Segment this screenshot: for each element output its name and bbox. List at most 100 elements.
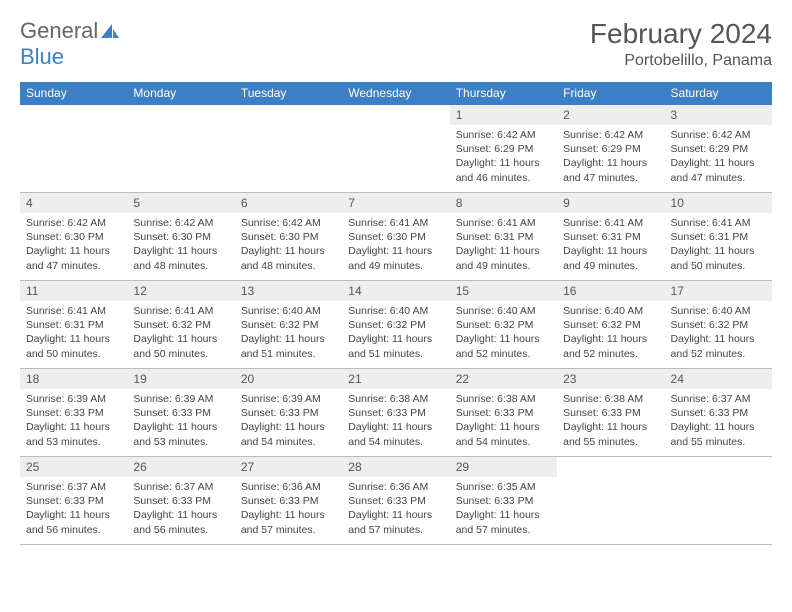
day-number: 5 [127, 193, 234, 213]
brand-logo: General [20, 18, 122, 44]
calendar-cell: 21Sunrise: 6:38 AMSunset: 6:33 PMDayligh… [342, 369, 449, 457]
daylight-text: Daylight: 11 hours and 48 minutes. [241, 244, 336, 272]
daylight-text: Daylight: 11 hours and 55 minutes. [563, 420, 658, 448]
day-details: Sunrise: 6:40 AMSunset: 6:32 PMDaylight:… [665, 301, 772, 365]
dayname: Wednesday [342, 82, 449, 105]
daylight-text: Daylight: 11 hours and 50 minutes. [133, 332, 228, 360]
calendar-cell: 22Sunrise: 6:38 AMSunset: 6:33 PMDayligh… [450, 369, 557, 457]
daylight-text: Daylight: 11 hours and 51 minutes. [241, 332, 336, 360]
day-details: Sunrise: 6:42 AMSunset: 6:30 PMDaylight:… [20, 213, 127, 277]
sunset-text: Sunset: 6:33 PM [563, 406, 658, 420]
day-details: Sunrise: 6:37 AMSunset: 6:33 PMDaylight:… [127, 477, 234, 541]
daylight-text: Daylight: 11 hours and 49 minutes. [563, 244, 658, 272]
daylight-text: Daylight: 11 hours and 52 minutes. [456, 332, 551, 360]
day-details: Sunrise: 6:39 AMSunset: 6:33 PMDaylight:… [20, 389, 127, 453]
calendar-cell: 16Sunrise: 6:40 AMSunset: 6:32 PMDayligh… [557, 281, 664, 369]
brand-part1: General [20, 18, 98, 44]
calendar-cell [20, 105, 127, 193]
day-details: Sunrise: 6:39 AMSunset: 6:33 PMDaylight:… [127, 389, 234, 453]
sunrise-text: Sunrise: 6:42 AM [133, 216, 228, 230]
day-details: Sunrise: 6:41 AMSunset: 6:31 PMDaylight:… [665, 213, 772, 277]
calendar-cell: 14Sunrise: 6:40 AMSunset: 6:32 PMDayligh… [342, 281, 449, 369]
calendar-cell: 20Sunrise: 6:39 AMSunset: 6:33 PMDayligh… [235, 369, 342, 457]
sunset-text: Sunset: 6:31 PM [456, 230, 551, 244]
sunrise-text: Sunrise: 6:40 AM [456, 304, 551, 318]
sunset-text: Sunset: 6:32 PM [563, 318, 658, 332]
daylight-text: Daylight: 11 hours and 47 minutes. [671, 156, 766, 184]
calendar-cell: 10Sunrise: 6:41 AMSunset: 6:31 PMDayligh… [665, 193, 772, 281]
day-number: 14 [342, 281, 449, 301]
sunset-text: Sunset: 6:32 PM [456, 318, 551, 332]
day-number: 2 [557, 105, 664, 125]
day-number: 28 [342, 457, 449, 477]
location: Portobelillo, Panama [590, 52, 772, 70]
sunrise-text: Sunrise: 6:37 AM [671, 392, 766, 406]
daylight-text: Daylight: 11 hours and 51 minutes. [348, 332, 443, 360]
sunset-text: Sunset: 6:33 PM [348, 494, 443, 508]
sunrise-text: Sunrise: 6:42 AM [456, 128, 551, 142]
sunrise-text: Sunrise: 6:35 AM [456, 480, 551, 494]
sunset-text: Sunset: 6:31 PM [671, 230, 766, 244]
day-details: Sunrise: 6:36 AMSunset: 6:33 PMDaylight:… [235, 477, 342, 541]
sunset-text: Sunset: 6:31 PM [26, 318, 121, 332]
daylight-text: Daylight: 11 hours and 47 minutes. [563, 156, 658, 184]
day-details: Sunrise: 6:35 AMSunset: 6:33 PMDaylight:… [450, 477, 557, 541]
calendar-cell: 12Sunrise: 6:41 AMSunset: 6:32 PMDayligh… [127, 281, 234, 369]
calendar-cell: 19Sunrise: 6:39 AMSunset: 6:33 PMDayligh… [127, 369, 234, 457]
sunset-text: Sunset: 6:32 PM [671, 318, 766, 332]
daylight-text: Daylight: 11 hours and 53 minutes. [26, 420, 121, 448]
daylight-text: Daylight: 11 hours and 52 minutes. [563, 332, 658, 360]
calendar-cell: 24Sunrise: 6:37 AMSunset: 6:33 PMDayligh… [665, 369, 772, 457]
daylight-text: Daylight: 11 hours and 46 minutes. [456, 156, 551, 184]
day-details: Sunrise: 6:42 AMSunset: 6:29 PMDaylight:… [665, 125, 772, 189]
daylight-text: Daylight: 11 hours and 52 minutes. [671, 332, 766, 360]
day-details: Sunrise: 6:40 AMSunset: 6:32 PMDaylight:… [235, 301, 342, 365]
daylight-text: Daylight: 11 hours and 47 minutes. [26, 244, 121, 272]
day-number: 8 [450, 193, 557, 213]
daylight-text: Daylight: 11 hours and 56 minutes. [133, 508, 228, 536]
day-details: Sunrise: 6:38 AMSunset: 6:33 PMDaylight:… [342, 389, 449, 453]
sunset-text: Sunset: 6:30 PM [26, 230, 121, 244]
calendar-table: Sunday Monday Tuesday Wednesday Thursday… [20, 82, 772, 545]
day-details: Sunrise: 6:40 AMSunset: 6:32 PMDaylight:… [342, 301, 449, 365]
sunrise-text: Sunrise: 6:41 AM [133, 304, 228, 318]
sunrise-text: Sunrise: 6:42 AM [563, 128, 658, 142]
sunrise-text: Sunrise: 6:41 AM [456, 216, 551, 230]
dayname: Friday [557, 82, 664, 105]
day-number: 25 [20, 457, 127, 477]
calendar-cell: 15Sunrise: 6:40 AMSunset: 6:32 PMDayligh… [450, 281, 557, 369]
day-number: 21 [342, 369, 449, 389]
day-details: Sunrise: 6:41 AMSunset: 6:32 PMDaylight:… [127, 301, 234, 365]
day-number: 23 [557, 369, 664, 389]
sunrise-text: Sunrise: 6:38 AM [563, 392, 658, 406]
day-details: Sunrise: 6:41 AMSunset: 6:31 PMDaylight:… [20, 301, 127, 365]
sunrise-text: Sunrise: 6:41 AM [26, 304, 121, 318]
sunset-text: Sunset: 6:29 PM [671, 142, 766, 156]
sunset-text: Sunset: 6:33 PM [133, 494, 228, 508]
sunset-text: Sunset: 6:33 PM [348, 406, 443, 420]
day-header-row: Sunday Monday Tuesday Wednesday Thursday… [20, 82, 772, 105]
calendar-cell: 6Sunrise: 6:42 AMSunset: 6:30 PMDaylight… [235, 193, 342, 281]
sunrise-text: Sunrise: 6:42 AM [241, 216, 336, 230]
sunset-text: Sunset: 6:33 PM [456, 406, 551, 420]
sunset-text: Sunset: 6:32 PM [348, 318, 443, 332]
day-number: 4 [20, 193, 127, 213]
day-details: Sunrise: 6:36 AMSunset: 6:33 PMDaylight:… [342, 477, 449, 541]
calendar-cell: 3Sunrise: 6:42 AMSunset: 6:29 PMDaylight… [665, 105, 772, 193]
daylight-text: Daylight: 11 hours and 50 minutes. [26, 332, 121, 360]
day-details: Sunrise: 6:41 AMSunset: 6:31 PMDaylight:… [557, 213, 664, 277]
sunrise-text: Sunrise: 6:42 AM [671, 128, 766, 142]
daylight-text: Daylight: 11 hours and 54 minutes. [241, 420, 336, 448]
daylight-text: Daylight: 11 hours and 53 minutes. [133, 420, 228, 448]
dayname: Monday [127, 82, 234, 105]
sunset-text: Sunset: 6:33 PM [241, 406, 336, 420]
calendar-cell [342, 105, 449, 193]
calendar-cell: 11Sunrise: 6:41 AMSunset: 6:31 PMDayligh… [20, 281, 127, 369]
calendar-cell: 1Sunrise: 6:42 AMSunset: 6:29 PMDaylight… [450, 105, 557, 193]
day-details: Sunrise: 6:42 AMSunset: 6:30 PMDaylight:… [127, 213, 234, 277]
calendar-cell: 23 Sunrise: 6:38 AMSunset: 6:33 PMDayligh… [557, 369, 664, 457]
daylight-text: Daylight: 11 hours and 56 minutes. [26, 508, 121, 536]
sunrise-text: Sunrise: 6:40 AM [563, 304, 658, 318]
day-number: 11 [20, 281, 127, 301]
day-details: Sunrise: 6:39 AMSunset: 6:33 PMDaylight:… [235, 389, 342, 453]
